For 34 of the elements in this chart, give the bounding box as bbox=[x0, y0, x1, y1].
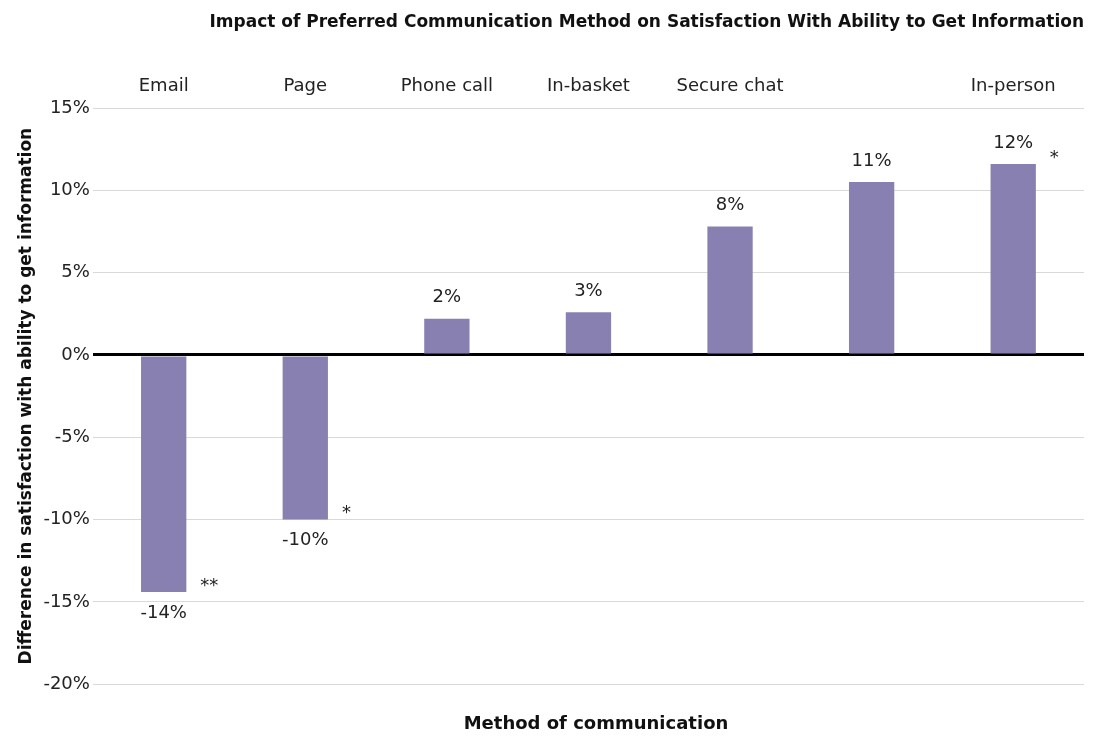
y-tick-label: 0% bbox=[61, 342, 90, 364]
bar bbox=[282, 356, 328, 520]
y-tick-label: 5% bbox=[61, 260, 90, 282]
data-label: 8% bbox=[715, 193, 745, 215]
x-tick-label: Phone call bbox=[400, 73, 494, 95]
x-tick-label: Email bbox=[138, 73, 189, 95]
annotation: * bbox=[1049, 145, 1059, 167]
y-tick-label: 15% bbox=[49, 95, 90, 117]
bar bbox=[141, 356, 187, 593]
x-tick-label: Page bbox=[283, 73, 328, 95]
y-tick-label: -15% bbox=[43, 589, 90, 611]
bar bbox=[565, 312, 612, 354]
data-label: 11% bbox=[851, 148, 892, 170]
data-label: 3% bbox=[574, 278, 603, 300]
bar bbox=[707, 226, 753, 354]
bar bbox=[424, 318, 470, 354]
x-axis-title: Method of communication bbox=[462, 712, 730, 733]
chart-title: Impact of Preferred Communication Method on Satisfaction With Ability to Get Information bbox=[209, 10, 1084, 31]
x-tick-label: In-basket bbox=[546, 73, 630, 95]
data-label: -10% bbox=[282, 528, 329, 550]
data-label: -14% bbox=[140, 600, 187, 622]
annotation: * bbox=[341, 501, 351, 523]
data-label: 12% bbox=[993, 130, 1034, 152]
y-tick-label: -10% bbox=[43, 507, 90, 529]
x-tick-label: Secure chat bbox=[676, 73, 784, 95]
y-tick-label: 10% bbox=[49, 177, 90, 199]
bar bbox=[990, 163, 1036, 354]
y-axis-title: Difference in satisfaction with ability to get information bbox=[14, 127, 35, 665]
data-label: 2% bbox=[432, 285, 462, 307]
bar bbox=[848, 182, 895, 354]
y-tick-label: -20% bbox=[43, 671, 90, 693]
y-tick-label: -5% bbox=[54, 424, 90, 446]
x-tick-label: In-person bbox=[970, 73, 1056, 95]
annotation: ** bbox=[200, 573, 219, 595]
